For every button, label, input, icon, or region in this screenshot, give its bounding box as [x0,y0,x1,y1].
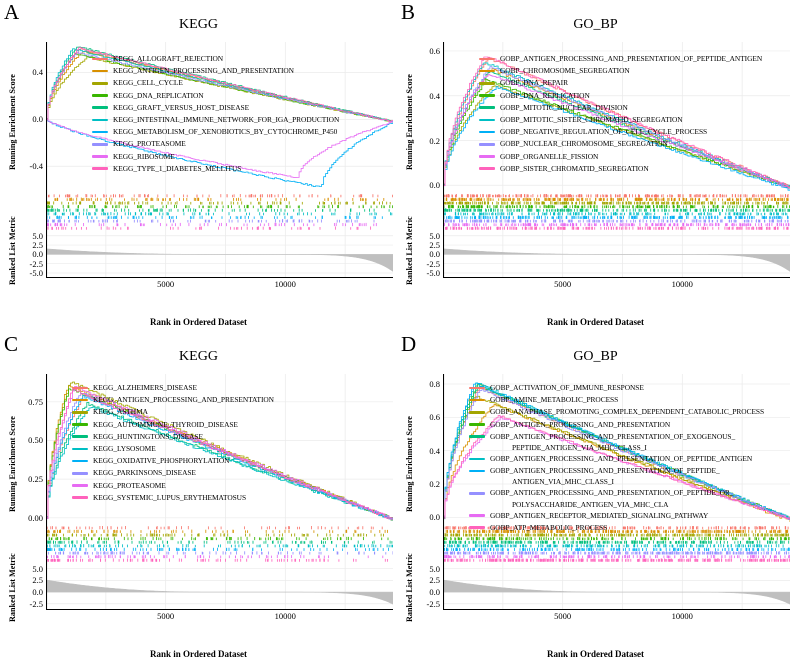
panel-a-ylabel-top: Running Enrichment Score [8,74,17,170]
panel-b-title: GO_BP [573,17,618,32]
panel-c-ylabel-bottom: Ranked List Metric [8,553,17,622]
panel-b-svg [443,42,790,279]
xtick-c-1: 10000 [274,611,296,621]
ytick-c-top-2: 0.25 [28,474,43,485]
ytick-a-bottom-3: -2.5 [29,258,43,269]
panel-c-plot: 0.75 0.50 0.25 0.00 5.0 2.5 0.0 -2.5 5000 10000 … [8,372,393,627]
panel-c-xlabel: Rank in Ordered Dataset [149,649,248,659]
ytick-a-top-2: -0.4 [29,161,43,172]
panel-a-title: KEGG [179,17,218,32]
panel-d: D GO_BP 0.8 0.6 0.4 0.2 0.0 5.0 2.5 0.0 -2.5 500… [397,332,794,663]
ytick-a-bottom-4: -5.0 [29,268,43,279]
panel-d-ylabel-bottom: Ranked List Metric [405,553,414,622]
ytick-c-top-0: 0.75 [28,396,43,407]
ytick-c-top-3: 0.00 [28,512,43,523]
ytick-d-bottom-3: -2.5 [426,598,440,609]
ytick-b-top-3: 0.0 [429,180,440,191]
ytick-d-top-0: 0.8 [429,379,440,389]
ytick-d-top-1: 0.6 [429,412,440,423]
xtick-d-0: 5000 [554,611,572,621]
ytick-d-bottom-0: 5.0 [429,563,440,574]
ytick-a-top-0: 0.4 [32,67,43,78]
ytick-b-bottom-0: 5.0 [429,230,440,241]
ytick-d-top-4: 0.0 [429,512,440,523]
xtick-d-1: 10000 [671,611,693,621]
ytick-c-bottom-1: 2.5 [32,575,43,586]
xtick-c-0: 5000 [157,611,175,621]
ytick-b-top-1: 0.4 [429,90,440,101]
ytick-a-bottom-2: 0.0 [32,249,43,260]
ytick-b-bottom-2: 0.0 [429,249,440,260]
xtick-b-1: 10000 [671,279,693,289]
panel-a-xlabel: Rank in Ordered Dataset [149,317,248,327]
panel-b-ylabel-bottom: Ranked List Metric [405,216,414,285]
ytick-c-bottom-2: 0.0 [32,587,43,598]
panel-a-svg [46,42,393,279]
panel-d-xlabel: Rank in Ordered Dataset [546,649,645,659]
panel-b-letter: B [401,0,416,24]
panel-b-ylabel-top: Running Enrichment Score [405,74,414,170]
panel-b-plot: 0.6 0.4 0.2 0.0 5.0 2.5 0.0 -2.5 -5.0 5000 10000 … [405,40,790,295]
panel-c-title: KEGG [179,349,218,364]
panel-d-plot: 0.8 0.6 0.4 0.2 0.0 5.0 2.5 0.0 -2.5 5000 10000 G… [405,372,790,627]
ytick-b-top-0: 0.6 [429,45,440,56]
ytick-b-bottom-3: -2.5 [426,258,440,269]
panel-d-title: GO_BP [573,349,618,364]
xtick-a-0: 5000 [157,279,175,289]
panel-c-ylabel-top: Running Enrichment Score [8,416,17,512]
ytick-b-bottom-1: 2.5 [429,240,440,251]
ytick-d-bottom-1: 2.5 [429,575,440,586]
panel-d-letter: D [401,332,417,356]
panel-a-plot: 0.4 0.0 -0.4 5.0 2.5 0.0 -2.5 -5.0 5000 10000 KE… [8,40,393,295]
ytick-b-bottom-4: -5.0 [426,268,440,279]
panel-b-xlabel: Rank in Ordered Dataset [546,317,645,327]
ytick-c-bottom-0: 5.0 [32,563,43,574]
ytick-b-top-2: 0.2 [429,135,440,146]
panel-b: B GO_BP 0.6 0.4 0.2 0.0 5.0 2.5 0.0 -2.5 -5.0 50… [397,0,794,331]
ytick-d-bottom-2: 0.0 [429,587,440,598]
panel-d-svg [443,374,790,611]
panel-d-ylabel-top: Running Enrichment Score [405,416,414,512]
panel-a-ylabel-bottom: Ranked List Metric [8,216,17,285]
ytick-a-bottom-1: 2.5 [32,240,43,251]
xtick-a-1: 10000 [274,279,296,289]
panel-a-letter: A [4,0,20,24]
xtick-b-0: 5000 [554,279,572,289]
panel-c: C KEGG 0.75 0.50 0.25 0.00 5.0 2.5 0.0 -2.5 500… [0,332,397,663]
panel-c-svg [46,374,393,611]
ytick-d-top-2: 0.4 [429,445,440,456]
ytick-c-bottom-3: -2.5 [29,598,43,609]
panel-c-letter: C [4,332,19,356]
ytick-a-top-1: 0.0 [32,114,43,125]
ytick-d-top-3: 0.2 [429,479,440,489]
ytick-a-bottom-0: 5.0 [32,230,43,241]
panel-a: A KEGG 0.4 0.0 -0.4 5.0 2.5 0.0 -2.5 -5.0 5000 1… [0,0,397,331]
ytick-c-top-1: 0.50 [28,435,43,446]
